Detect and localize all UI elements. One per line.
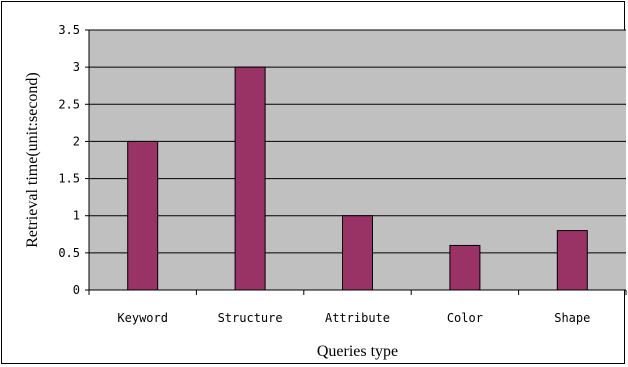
y-tick-label: 1.5 [58,172,80,186]
y-tick-label: 3 [73,60,80,74]
axes [85,29,627,295]
bar-structure [234,66,266,291]
x-tick-label: Color [447,311,483,325]
y-axis-title: Retrieval time(unit:second) [24,72,41,248]
x-tick-label: Keyword [117,311,168,325]
x-tick-label: Attribute [325,311,390,325]
x-tick-label: Shape [554,311,590,325]
bar-color [449,244,481,291]
bar-keyword [127,140,159,291]
y-tick-label: 0 [73,283,80,297]
x-axis-title: Queries type [317,343,398,360]
y-tick-label: 3.5 [58,23,80,37]
x-tick-label: Structure [218,311,283,325]
y-tick-labels: 0 0.5 1 1.5 2 2.5 3 3.5 [58,23,80,297]
y-tick-label: 1 [73,209,80,223]
bar-shape [556,230,588,291]
bar-attribute [342,215,373,291]
y-tick-label: 0.5 [58,246,80,260]
gridlines [89,29,626,254]
y-tick-label: 2.5 [58,97,80,111]
y-tick-label: 2 [73,134,80,148]
x-tick-labels: Keyword Structure Attribute Color Shape [117,311,590,325]
